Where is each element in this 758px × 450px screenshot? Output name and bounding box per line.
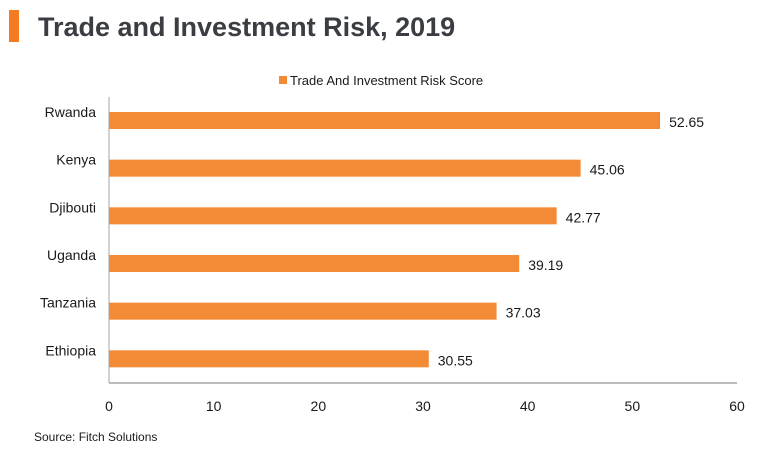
title-accent-bar: [9, 10, 19, 42]
value-labels: 52.65 45.06 42.77 39.19 37.03 30.55: [438, 114, 705, 368]
bar-uganda: [109, 255, 520, 272]
value-label: 39.19: [528, 257, 563, 273]
x-tick-label: 30: [415, 398, 431, 414]
category-label: Kenya: [56, 152, 96, 168]
bar-rwanda: [109, 112, 661, 129]
bar-tanzania: [109, 302, 497, 320]
page-title: Trade and Investment Risk, 2019: [38, 12, 456, 42]
category-label: Rwanda: [45, 104, 97, 120]
value-label: 45.06: [590, 162, 625, 178]
bar-kenya: [109, 159, 581, 177]
bars-group: [109, 112, 661, 368]
value-label: 52.65: [669, 114, 704, 130]
value-label: 30.55: [438, 352, 473, 368]
x-tick-label: 10: [206, 398, 222, 414]
category-label: Uganda: [47, 247, 96, 263]
bar-djibouti: [109, 207, 557, 225]
value-label: 37.03: [506, 305, 541, 321]
value-label: 42.77: [566, 209, 601, 225]
bar-ethiopia: [109, 350, 429, 368]
legend-label: Trade And Investment Risk Score: [290, 73, 483, 88]
legend: Trade And Investment Risk Score: [279, 73, 483, 88]
x-tick-label: 20: [311, 398, 327, 414]
legend-swatch: [279, 76, 287, 84]
source-note: Source: Fitch Solutions: [34, 430, 158, 444]
x-tick-label: 0: [105, 398, 113, 414]
x-tick-label: 50: [625, 398, 641, 414]
x-tick-labels: 0 10 20 30 40 50 60: [105, 398, 745, 414]
axes: [108, 97, 737, 384]
category-labels: Rwanda Kenya Djibouti Uganda Tanzania Ethiopi…: [40, 104, 96, 358]
category-label: Ethiopia: [45, 342, 96, 358]
category-label: Tanzania: [40, 295, 96, 311]
x-tick-label: 40: [520, 398, 536, 414]
x-tick-label: 60: [729, 398, 745, 414]
category-label: Djibouti: [49, 199, 96, 215]
